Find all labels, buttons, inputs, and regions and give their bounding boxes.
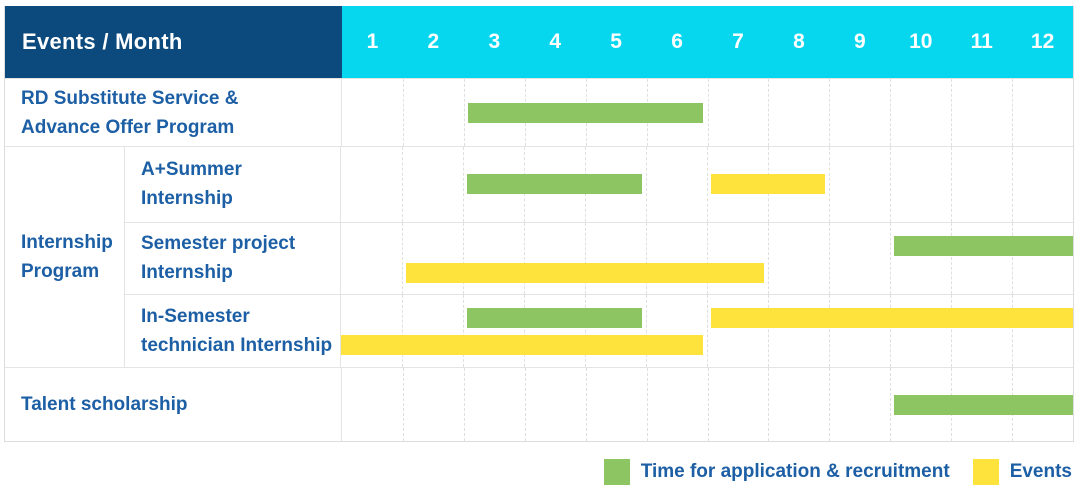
application-bar [466,174,642,195]
row-talent-scholarship: Talent scholarship [5,367,1073,441]
month-grid-line [1012,295,1013,367]
track-in-semester-technician [341,295,1073,367]
month-grid-line [890,295,891,367]
month-grid-line [463,79,465,146]
month-header-6: 6 [671,30,683,53]
gantt-body: RD Substitute Service & Advance Offer Pr… [5,78,1073,441]
month-header-11: 11 [970,30,993,53]
month-grid-line [585,295,586,367]
application-bar [467,102,704,123]
month-grid-line [585,222,586,295]
legend: Time for application & recruitment Event… [603,459,1072,485]
row-label-semester-project: Semester project Internship [125,222,341,295]
month-grid-line [707,79,709,146]
month-grid-line [768,368,770,441]
month-grid-line [402,368,404,441]
application-bar [466,308,642,329]
event-color-swatch [972,459,999,485]
header-row: Events / Month 1 2 3 4 5 6 7 8 9 10 11 1… [5,6,1073,78]
legend-label-events: Events [1009,461,1072,482]
month-grid-line [402,222,403,295]
month-grid-line [463,368,465,441]
month-grid-line [707,222,708,295]
month-grid-line [524,295,525,367]
month-grid-line [951,147,952,222]
month-grid-line [829,222,830,295]
row-label-rd-substitute: RD Substitute Service & Advance Offer Pr… [5,79,342,146]
track-semester-project [341,222,1073,295]
month-header-8: 8 [793,30,805,53]
month-grid-line [951,222,952,295]
row-label-in-semester-technician: In-Semester technician Internship [125,295,341,367]
track-talent-scholarship [342,368,1073,441]
month-header-4: 4 [549,30,562,53]
month-grid-line [1012,147,1013,222]
month-header-3: 3 [488,30,501,53]
month-grid-line [768,295,769,367]
internship-program-rows: A+Summer Internship Semester project Int… [125,147,1073,367]
month-grid-line [707,368,709,441]
legend-item-events: Events [972,459,1072,485]
month-header-2: 2 [427,30,440,53]
month-grid-line [951,79,953,146]
application-bar [894,394,1073,415]
event-bar [711,308,1073,329]
event-bar [711,174,825,195]
month-grid-line [829,368,831,441]
month-grid-line [646,368,648,441]
row-rd-substitute: RD Substitute Service & Advance Offer Pr… [5,78,1073,146]
month-grid-line [524,368,526,441]
internship-program-section: Internship Program A+Summer Internship S… [5,146,1073,367]
month-grid-line [646,222,647,295]
event-bar [406,262,764,283]
group-label-internship-program: Internship Program [5,147,125,367]
month-grid-line [951,295,952,367]
month-grid-line [402,295,403,367]
month-grid-line [463,295,464,367]
month-grid-line [707,147,708,222]
month-header-10: 10 [909,30,933,53]
month-grid-line [829,147,830,222]
row-a-plus-summer: A+Summer Internship [125,147,1073,222]
month-header-7: 7 [732,30,744,53]
month-header-9: 9 [853,30,866,53]
month-grid-line [524,222,525,295]
application-color-swatch [603,459,630,485]
row-label-a-plus-summer: A+Summer Internship [125,147,341,222]
month-grid-line [890,79,892,146]
month-grid-line [1012,222,1013,295]
month-grid-line [890,368,892,441]
row-label-talent-scholarship: Talent scholarship [5,368,342,441]
month-grid-line [768,79,770,146]
month-grid-line [829,79,831,146]
row-semester-project: Semester project Internship [125,221,1073,295]
legend-item-application: Time for application & recruitment [603,459,950,485]
month-grid-line [1012,79,1014,146]
event-bar [341,335,703,356]
month-grid-line [402,79,404,146]
row-in-semester-technician: In-Semester technician Internship [125,294,1073,367]
month-grid-line [463,147,464,222]
track-a-plus-summer [341,147,1073,222]
month-grid-line [768,222,769,295]
month-header-1: 1 [366,30,379,53]
events-month-header: Events / Month [5,6,342,78]
gantt-table: Events / Month 1 2 3 4 5 6 7 8 9 10 11 1… [4,6,1074,442]
month-header-12: 12 [1030,30,1055,53]
month-grid-line [890,147,891,222]
month-grid-line [890,222,891,295]
month-header-strip: 1 2 3 4 5 6 7 8 9 10 11 12 [342,6,1073,78]
month-grid-line [402,147,403,222]
month-grid-line [646,295,647,367]
application-bar [894,235,1073,256]
month-grid-line [585,368,587,441]
legend-label-application: Time for application & recruitment [640,461,950,482]
month-grid-line [646,147,647,222]
month-header-5: 5 [610,30,622,53]
month-grid-line [829,295,830,367]
month-grid-line [707,295,708,367]
track-rd-substitute [342,79,1073,146]
month-grid-line [463,222,464,295]
